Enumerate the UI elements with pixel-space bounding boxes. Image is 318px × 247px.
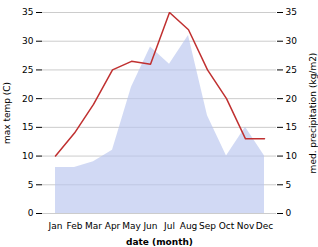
svg-text:Apr: Apr bbox=[105, 221, 121, 231]
svg-text:Nov: Nov bbox=[237, 221, 255, 231]
svg-text:Sep: Sep bbox=[199, 221, 216, 231]
svg-text:5: 5 bbox=[286, 180, 292, 190]
svg-text:Jan: Jan bbox=[48, 221, 63, 231]
svg-text:0: 0 bbox=[28, 208, 34, 218]
svg-text:med. precipitation (kg/m2): med. precipitation (kg/m2) bbox=[308, 53, 318, 174]
svg-text:15: 15 bbox=[22, 122, 33, 132]
svg-text:Dec: Dec bbox=[256, 221, 273, 231]
svg-text:20: 20 bbox=[22, 94, 34, 104]
svg-text:0: 0 bbox=[286, 208, 292, 218]
svg-text:30: 30 bbox=[286, 36, 298, 46]
svg-text:max temp (C): max temp (C) bbox=[2, 82, 12, 144]
svg-text:15: 15 bbox=[286, 122, 297, 132]
svg-text:date (month): date (month) bbox=[126, 237, 193, 247]
svg-text:5: 5 bbox=[28, 180, 34, 190]
svg-text:20: 20 bbox=[286, 94, 298, 104]
svg-text:10: 10 bbox=[22, 151, 34, 161]
svg-text:Feb: Feb bbox=[67, 221, 83, 231]
svg-text:25: 25 bbox=[286, 65, 297, 75]
svg-text:35: 35 bbox=[22, 7, 33, 17]
svg-text:Jul: Jul bbox=[163, 221, 175, 231]
svg-text:10: 10 bbox=[286, 151, 298, 161]
svg-text:Jun: Jun bbox=[142, 221, 157, 231]
svg-text:Aug: Aug bbox=[180, 221, 198, 231]
svg-text:Mar: Mar bbox=[85, 221, 102, 231]
svg-text:25: 25 bbox=[22, 65, 33, 75]
svg-text:Oct: Oct bbox=[219, 221, 235, 231]
svg-text:30: 30 bbox=[22, 36, 34, 46]
svg-text:35: 35 bbox=[286, 7, 297, 17]
svg-text:May: May bbox=[122, 221, 141, 231]
